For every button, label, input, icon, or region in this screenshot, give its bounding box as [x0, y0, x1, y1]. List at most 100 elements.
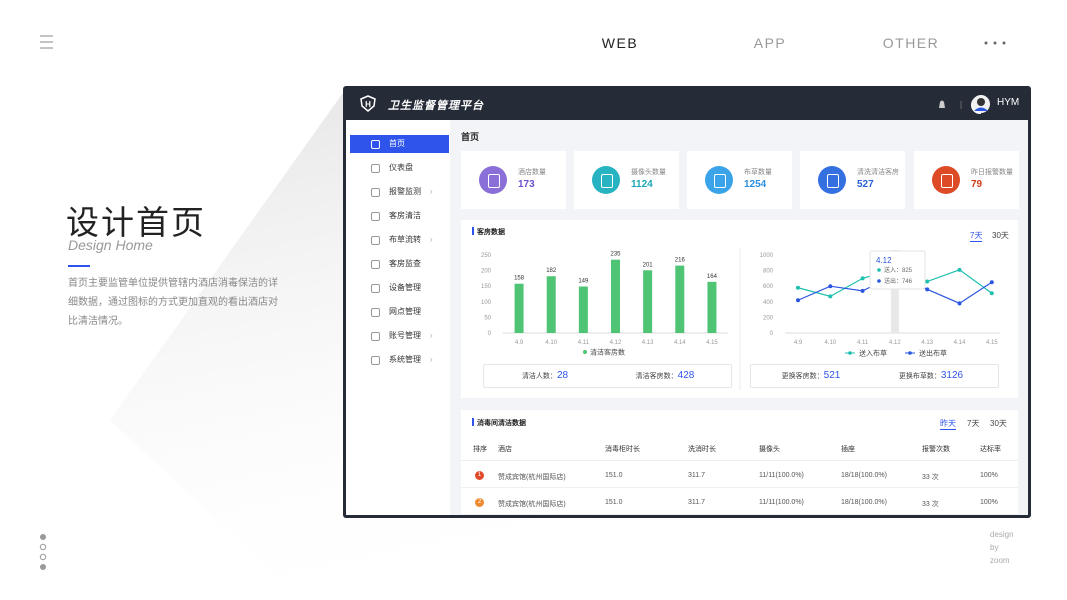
menu-item[interactable]: 设备管理 — [350, 279, 449, 297]
menu-item[interactable]: 网点管理 — [350, 303, 449, 321]
menu-item[interactable]: 报警监测 › — [350, 183, 449, 201]
menu-item[interactable]: 客房清洁 — [350, 207, 449, 225]
summary-box — [750, 364, 999, 388]
tab[interactable]: 30天 — [992, 231, 1009, 240]
stat-icon — [818, 166, 846, 194]
stat-icon — [705, 166, 733, 194]
chevron: › — [430, 187, 433, 196]
column-header[interactable]: 达标率 — [980, 446, 1001, 453]
table-cell: 311.7 — [688, 499, 705, 506]
intro-description: 首页主要监管单位提供管辖内酒店消毒保洁的详细数据，通过图标的方式更加直观的看出酒… — [68, 278, 278, 327]
table-cell: 151.0 — [605, 499, 623, 506]
column-header[interactable]: 酒店 — [498, 446, 512, 453]
table-cell: 赞成宾馆(杭州国际店) — [498, 474, 566, 481]
stat-label: 酒店数量 — [518, 169, 546, 176]
stat-card[interactable]: 昨日报警数量 79 — [914, 151, 1019, 209]
more-icon[interactable] — [984, 41, 1006, 45]
menu-icon — [371, 188, 380, 197]
menu-label: 系统管理 — [389, 355, 421, 364]
menu-label: 账号管理 — [389, 331, 421, 340]
menu-label: 报警监测 — [389, 187, 421, 196]
menu-icon — [371, 332, 380, 341]
menu-label: 客房清洁 — [389, 211, 421, 220]
stat-value: 1254 — [744, 179, 767, 190]
table-cell: 18/18(100.0%) — [841, 499, 887, 506]
table-cell: 11/11(100.0%) — [759, 472, 804, 479]
column-header[interactable]: 排序 — [473, 446, 487, 453]
nav-item[interactable]: OTHER — [882, 35, 940, 51]
stat-label: 清洗清洁客房 — [857, 169, 899, 176]
menu-item[interactable]: 首页 — [350, 135, 449, 153]
menu-label: 首页 — [389, 139, 405, 148]
menu-item[interactable]: 客房监查 — [350, 255, 449, 273]
stat-card[interactable]: 布草数量 1254 — [687, 151, 792, 209]
menu-icon — [371, 212, 380, 221]
summary-value: 521 — [823, 370, 841, 381]
column-header[interactable]: 洗消时长 — [688, 446, 716, 453]
column-header[interactable]: 消毒柜时长 — [605, 446, 640, 453]
table-cell: 33 次 — [922, 501, 939, 508]
page-dots[interactable] — [39, 534, 47, 570]
summary-item: 清洁客房数：428 — [636, 370, 695, 381]
table-cell: 33 次 — [922, 474, 939, 481]
stat-label: 摄像头数量 — [631, 169, 666, 176]
stat-card[interactable]: 酒店数量 173 — [461, 151, 566, 209]
app-window: H 卫生监督管理平台 HYM 首页 仪表盘 报警监测 › 客房清洁 布草流转 › 客房监查 设备… — [343, 86, 1031, 518]
menu-icon — [371, 236, 380, 245]
sidebar: 首页仪表盘报警监测 › 客房清洁布草流转 › 客房监查设备管理网点管理账号管理 › 系统管理… — [346, 120, 450, 515]
stat-card[interactable]: 清洗清洁客房 527 — [800, 151, 905, 209]
tab[interactable]: 30天 — [990, 419, 1007, 428]
stat-card[interactable]: 摄像头数量 1124 — [574, 151, 679, 209]
credit: design by zoom — [990, 528, 1014, 567]
rank-badge: 2 — [475, 498, 484, 507]
stat-value: 1124 — [631, 179, 653, 190]
intro-title: 设计首页 — [66, 204, 206, 241]
tab[interactable]: 7天 — [970, 231, 983, 242]
tab[interactable]: 7天 — [967, 419, 980, 428]
menu-label: 网点管理 — [389, 307, 421, 316]
summary-item: 清洁人数：28 — [522, 370, 568, 381]
table-cell: 11/11(100.0%) — [759, 499, 804, 506]
table-cell: 151.0 — [605, 472, 623, 479]
column-header[interactable]: 插座 — [841, 446, 855, 453]
menu-item[interactable]: 布草流转 › — [350, 231, 449, 249]
tab[interactable]: 昨天 — [940, 419, 956, 430]
nav-item[interactable]: WEB — [601, 35, 639, 51]
logo: H — [360, 95, 376, 112]
stat-label: 昨日报警数量 — [971, 169, 1013, 176]
nav-item[interactable]: APP — [753, 35, 787, 51]
user-name[interactable]: HYM — [997, 97, 1020, 108]
divider — [461, 514, 1018, 515]
credit-line: zoom — [990, 556, 1010, 565]
table-cell: 311.7 — [688, 472, 705, 479]
stat-value: 527 — [857, 179, 874, 190]
svg-text:H: H — [365, 100, 371, 109]
column-header[interactable]: 报警次数 — [922, 446, 950, 453]
avatar[interactable] — [971, 94, 991, 114]
app-body: 首页仪表盘报警监测 › 客房清洁布草流转 › 客房监查设备管理网点管理账号管理 › 系统管理… — [346, 120, 1028, 515]
divider — [461, 460, 1018, 461]
menu-item[interactable]: 仪表盘 — [350, 159, 449, 177]
chevron: › — [430, 331, 433, 340]
stat-icon — [479, 166, 507, 194]
panel-title: 客房数据 — [472, 227, 505, 236]
menu-item[interactable]: 系统管理 › — [350, 351, 449, 369]
summary-item: 更换布草数：3126 — [899, 370, 963, 381]
menu-icon — [371, 260, 380, 269]
summary-value: 28 — [556, 370, 569, 381]
rank-badge: 1 — [475, 471, 484, 480]
chevron: › — [430, 235, 433, 244]
room-panel: 客房数据 7天 30天 清洁人数：28 清洁客房数：428 更换客房数：521 更换布… — [461, 220, 1018, 398]
credit-line: design — [990, 530, 1014, 539]
menu-icon[interactable] — [40, 35, 53, 49]
column-header[interactable]: 摄像头 — [759, 446, 780, 453]
menu-label: 设备管理 — [389, 283, 421, 292]
stat-value: 79 — [971, 179, 983, 190]
summary-value: 3126 — [940, 370, 964, 381]
menu-label: 布草流转 — [389, 235, 421, 244]
credit-line: by — [990, 543, 999, 552]
menu-item[interactable]: 账号管理 › — [350, 327, 449, 345]
table-panel: 消毒间清洁数据 昨天 7天 30天 排序 酒店 消毒柜时长 洗消时长 摄像头 插座 报警次数… — [461, 410, 1018, 515]
summary-label: 清洁人数： — [521, 373, 557, 380]
